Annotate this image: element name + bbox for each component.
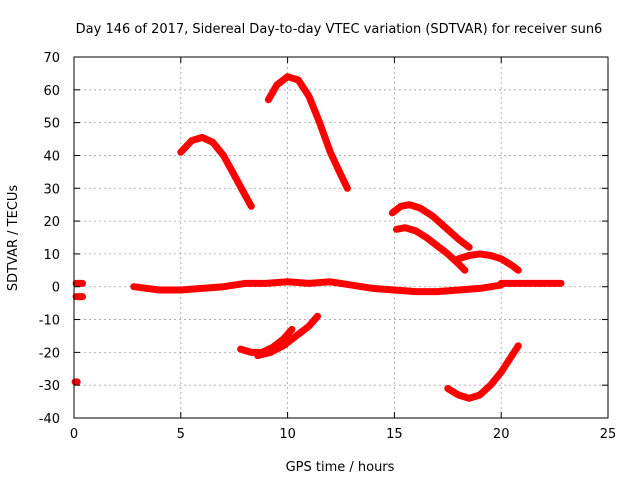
x-axis-label: GPS time / hours [286, 460, 395, 475]
series-arc-2 [264, 73, 351, 192]
y-tick-label: 40 [43, 149, 60, 164]
y-tick-label: 10 [43, 248, 60, 263]
series-arc-7 [254, 312, 321, 360]
chart-title: Day 146 of 2017, Sidereal Day-to-day VTE… [76, 22, 603, 37]
x-tick-label: 5 [177, 427, 185, 442]
x-tick-label: 25 [600, 427, 617, 442]
series-arc-4 [393, 224, 469, 274]
series-arc-9 [130, 278, 505, 296]
x-tick-label: 20 [493, 427, 510, 442]
y-tick-label: -20 [39, 346, 60, 361]
y-tick-label: 30 [43, 182, 60, 197]
y-tick-label: 20 [43, 215, 60, 230]
y-tick-label: 0 [52, 281, 60, 296]
x-tick-label: 0 [70, 427, 78, 442]
y-axis-label: SDTVAR / TECUs [6, 185, 21, 292]
y-tick-label: -40 [39, 412, 60, 427]
series-arc-8 [444, 342, 522, 402]
x-tick-label: 10 [279, 427, 296, 442]
y-tick-label: 50 [43, 117, 60, 132]
series-group [71, 73, 565, 402]
y-tick-label: 70 [43, 51, 60, 66]
x-tick-label: 15 [386, 427, 403, 442]
y-tick-label: -10 [39, 314, 60, 329]
ticks: 0 5 10 15 20 25 -40 -30 -20 -10 0 10 20 30 40 50 60 70 [39, 51, 617, 442]
series-arc-3 [388, 201, 473, 251]
grid [74, 57, 608, 418]
y-tick-label: 60 [43, 84, 60, 99]
y-tick-label: -30 [39, 379, 60, 394]
series-arc-1 [177, 133, 255, 210]
series-arc-5 [455, 250, 522, 274]
plot-frame [73, 56, 609, 419]
